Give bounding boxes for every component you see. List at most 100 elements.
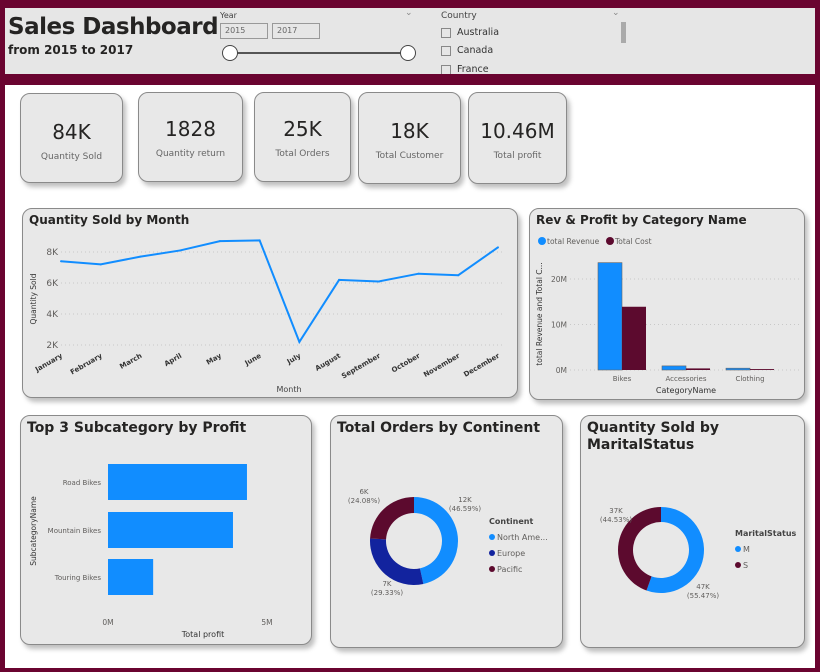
- x-tick-label: December: [462, 352, 501, 379]
- kpi-total-customer: 18K Total Customer: [358, 92, 461, 184]
- kpi-label: Total Orders: [275, 149, 330, 159]
- country-slicer-label: Country: [441, 11, 477, 21]
- legend-marker: [489, 550, 495, 556]
- bar-mountain-bikes: [108, 512, 233, 548]
- data-point: [417, 272, 420, 275]
- data-label: 12K: [458, 496, 472, 504]
- legend-marker: [606, 237, 614, 245]
- x-tick-label: Bikes: [613, 375, 632, 383]
- data-label-percent: (46.59%): [449, 505, 481, 513]
- donut-slice-pacific: [370, 497, 414, 540]
- year-slider-start-handle[interactable]: [222, 45, 238, 61]
- x-tick-label: Clothing: [735, 375, 764, 383]
- y-tick-label: Touring Bikes: [54, 574, 102, 582]
- chevron-down-icon[interactable]: ⌄: [612, 8, 620, 18]
- kpi-label: Total profit: [493, 151, 542, 161]
- kpi-value: 1828: [165, 117, 216, 141]
- year-from-input[interactable]: 2015: [220, 23, 268, 39]
- country-option-australia[interactable]: Australia: [441, 27, 499, 38]
- legend-marker: [538, 237, 546, 245]
- legend-label: Total Cost: [614, 237, 652, 246]
- year-slider-end-handle[interactable]: [400, 45, 416, 61]
- y-tick-label: 10M: [551, 321, 567, 330]
- x-tick-label: November: [422, 352, 462, 379]
- quantity-by-marital-status-chart: 47K (55.47%) 37K (44.53%) MaritalStatus M S Qu…: [580, 415, 805, 648]
- series-line: [60, 239, 499, 345]
- legend-label: Europe: [497, 549, 525, 558]
- y-tick-label: Road Bikes: [63, 479, 102, 487]
- x-tick-label: January: [33, 352, 64, 375]
- line-chart-svg: 2K 4K 6K 8K January February March April May June…: [29, 239, 503, 394]
- data-label: 37K: [609, 507, 623, 515]
- data-label-percent: (55.47%): [687, 592, 719, 600]
- legend-marker: [735, 546, 741, 552]
- y-axis-title: total Revenue and Total C...: [535, 262, 544, 365]
- data-point: [99, 263, 102, 266]
- data-point: [377, 280, 380, 283]
- checkbox[interactable]: [441, 27, 451, 38]
- header-panel: Sales Dashboard from 2015 to 2017 Year ⌄…: [5, 8, 815, 74]
- country-option-france-clip: France: [441, 64, 561, 74]
- x-tick-label: September: [340, 352, 382, 381]
- y-tick-label: Mountain Bikes: [48, 527, 102, 535]
- kpi-total-orders: 25K Total Orders: [254, 92, 351, 182]
- bar-touring-bikes: [108, 559, 154, 595]
- bar-road-bikes: [108, 464, 247, 500]
- kpi-label: Quantity Sold: [40, 152, 103, 162]
- donut-chart-svg: 47K(55.47%) 37K(44.53%) MaritalStatus MS: [600, 507, 797, 600]
- legend-marker: [735, 562, 741, 568]
- x-tick-label: October: [390, 352, 422, 375]
- kpi-value: 10.46M: [480, 119, 555, 143]
- bar-bikes-cost: [622, 306, 646, 370]
- y-tick-label: 20M: [551, 275, 567, 284]
- kpi-label: Quantity return: [155, 149, 226, 159]
- bar-accessories-revenue: [661, 365, 687, 371]
- data-label-percent: (44.53%): [600, 516, 632, 524]
- y-axis-title: SubcategoryName: [29, 496, 38, 566]
- legend-title: MaritalStatus: [735, 529, 797, 538]
- x-tick-label: 0M: [102, 618, 113, 627]
- year-to-input[interactable]: 2017: [272, 23, 320, 39]
- y-tick-label: 6K: [46, 279, 59, 289]
- country-scrollbar[interactable]: [621, 22, 626, 43]
- chevron-down-icon[interactable]: ⌄: [405, 8, 413, 18]
- country-option-france[interactable]: France: [441, 64, 489, 74]
- bar-clothing-cost: [750, 369, 774, 370]
- donut-slice-s: [618, 507, 661, 591]
- x-tick-label: May: [205, 352, 223, 367]
- x-tick-label: Accessories: [665, 375, 706, 383]
- x-tick-label: February: [69, 352, 104, 377]
- checkbox[interactable]: [441, 64, 451, 74]
- bar-chart-svg: 0M 10M 20M total Revenue Total Cost Bikes Acce…: [535, 237, 800, 395]
- x-tick-label: July: [285, 352, 303, 367]
- kpi-value: 84K: [52, 120, 91, 144]
- y-tick-label: 0M: [556, 366, 567, 375]
- data-point: [139, 255, 142, 258]
- checkbox[interactable]: [441, 45, 451, 56]
- data-label: 47K: [696, 583, 710, 591]
- kpi-label: Total Customer: [375, 151, 444, 161]
- y-tick-label: 4K: [46, 310, 59, 320]
- data-point: [179, 249, 182, 252]
- legend-label: total Revenue: [547, 237, 600, 246]
- hbar-chart-svg: Road Bikes Mountain Bikes Touring Bikes 0M 5…: [29, 464, 273, 639]
- kpi-total-profit: 10.46M Total profit: [468, 92, 567, 184]
- kpi-value: 18K: [390, 119, 429, 143]
- legend-label: North Ame...: [497, 533, 548, 542]
- country-option-canada[interactable]: Canada: [441, 45, 493, 56]
- option-label: Canada: [457, 45, 494, 56]
- year-slicer-label: Year: [220, 11, 237, 20]
- kpi-value: 25K: [283, 117, 322, 141]
- y-tick-label: 8K: [46, 248, 59, 258]
- donut-chart-svg: 12K(46.59%) 7K(29.33%) 6K(24.08%) Continent…: [348, 488, 548, 597]
- legend-marker: [489, 566, 495, 572]
- donut-slice-m: [646, 507, 704, 593]
- data-point: [218, 240, 221, 243]
- kpi-quantity-return: 1828 Quantity return: [138, 92, 243, 182]
- data-label: 6K: [359, 488, 368, 496]
- legend-label: S: [743, 561, 748, 570]
- quantity-by-month-chart: 2K 4K 6K 8K January February March April May June…: [22, 208, 518, 398]
- year-slider-track[interactable]: [230, 52, 408, 54]
- legend-title: Continent: [489, 517, 533, 526]
- x-axis-title: Month: [276, 385, 301, 394]
